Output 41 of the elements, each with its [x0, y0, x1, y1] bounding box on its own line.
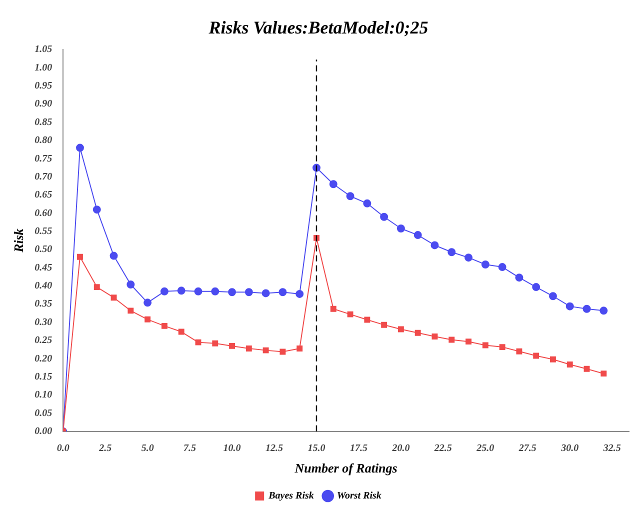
x-tick-label: 10.0 [223, 442, 241, 454]
legend-label: Bayes Risk [268, 490, 314, 502]
x-tick-label: 32.5 [602, 442, 621, 454]
y-tick-label: 1.00 [34, 62, 52, 74]
y-tick-label: 0.40 [34, 280, 52, 292]
y-tick-label: 0.10 [34, 390, 52, 401]
y-tick-label: 0.25 [34, 335, 52, 346]
x-tick-label: 27.5 [518, 442, 536, 454]
chart-title: Risks Values:BetaModel:0;25 [208, 17, 428, 38]
y-tick-label: 0.20 [34, 353, 52, 364]
x-tick-label: 25.0 [476, 442, 494, 454]
y-tick-label: 0.55 [34, 226, 52, 237]
y-tick-label: 0.95 [34, 80, 52, 92]
x-tick-label: 5.0 [141, 442, 154, 454]
y-tick-label: 0.70 [34, 171, 52, 182]
y-tick-label: 0.30 [34, 316, 52, 328]
y-tick-label: 0.15 [34, 371, 52, 382]
x-tick-label: 15.0 [308, 442, 326, 454]
legend-label: Worst Risk [336, 490, 382, 502]
y-tick-label: 0.50 [34, 244, 52, 256]
y-tick-label: 0.80 [34, 135, 52, 146]
x-tick-label: 20.0 [391, 442, 410, 454]
x-tick-label: 7.5 [184, 442, 196, 454]
y-tick-label: 0.45 [34, 262, 52, 274]
y-axis-title: Risk [11, 228, 26, 254]
x-axis-title: Number of Ratings [294, 460, 398, 476]
x-tick-label: 0.0 [56, 442, 70, 454]
y-tick-label: 0.90 [34, 98, 52, 110]
y-tick-label: 0.85 [34, 116, 52, 128]
x-tick-label: 17.5 [350, 442, 368, 454]
y-tick-label: 0.05 [34, 408, 52, 419]
y-tick-label: 0.60 [34, 208, 52, 219]
y-tick-label: 1.05 [34, 44, 52, 56]
y-tick-label: 0.35 [34, 298, 52, 310]
x-tick-label: 30.0 [560, 442, 579, 454]
x-tick-label: 12.5 [266, 442, 284, 454]
y-tick-label: 0.00 [34, 426, 52, 437]
x-tick-label: 2.5 [98, 442, 112, 454]
y-tick-label: 0.75 [34, 153, 52, 164]
y-tick-label: 0.65 [34, 190, 52, 201]
x-tick-label: 22.5 [433, 442, 452, 454]
